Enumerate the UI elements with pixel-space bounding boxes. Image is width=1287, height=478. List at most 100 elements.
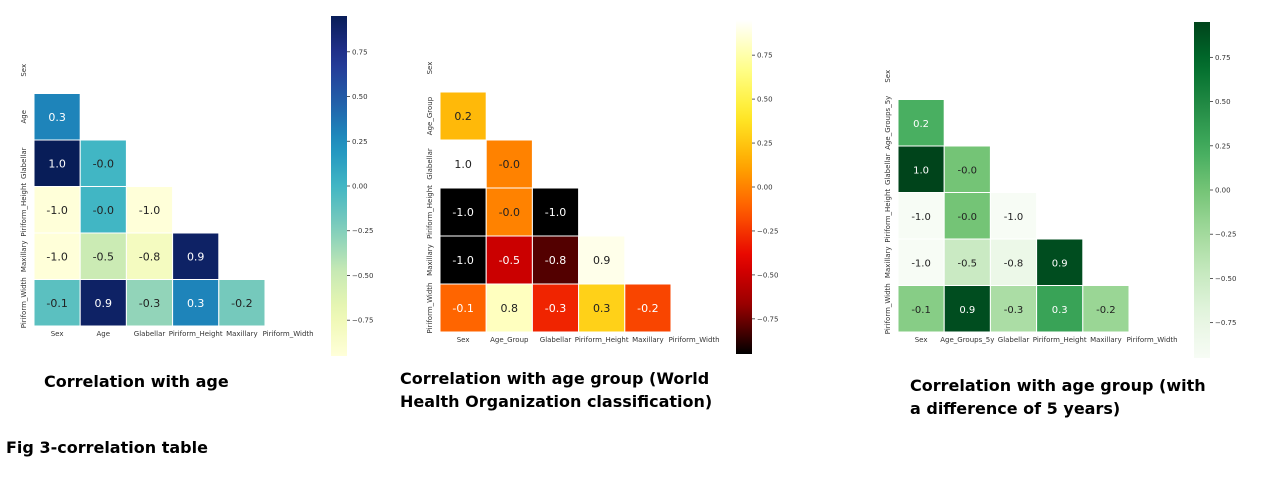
colorbar-tick-label: 0.75 xyxy=(757,52,773,60)
heatmap-age-group-who-svg: 0.2 1.0 -0.0 -1.0 -0.0 -1.0 -1.0 -0.5 -0.8 0.9 -0.… xyxy=(426,20,778,354)
heatmap-age-group-5y: 0.2 1.0 -0.0 -1.0 -0.0 -1.0 -1.0 -0.5 -0.8 0.9 -0.… xyxy=(870,0,1270,375)
x-tick-label: Glabellar xyxy=(540,336,572,344)
cell-value-label: 0.3 xyxy=(48,111,66,124)
x-tick-label: Piriform_Height xyxy=(575,336,629,344)
cell-value-label: 0.2 xyxy=(454,110,472,123)
heatmap-cell xyxy=(1036,238,1084,286)
heatmap-cell xyxy=(485,235,533,285)
cell-value-label: -0.2 xyxy=(1096,305,1116,316)
y-tick-label: Sex xyxy=(884,70,892,83)
heatmap-cell xyxy=(943,192,991,240)
cell-value-label: -1.0 xyxy=(911,212,931,223)
colorbar-tick-label: −0.50 xyxy=(1215,275,1236,283)
cell-value-label: -0.0 xyxy=(958,212,978,223)
y-tick-label: Age_Groups_5y xyxy=(884,96,892,150)
cell-value-label: 0.9 xyxy=(187,250,205,263)
caption-age-group-5y: Correlation with age group (with a diffe… xyxy=(910,376,1206,418)
heatmap-cell xyxy=(897,99,945,147)
cell-value-label: -0.1 xyxy=(911,305,931,316)
colorbar xyxy=(331,16,347,356)
x-tick-label: Piriform_Width xyxy=(263,330,314,338)
colorbar-tick-label: 0.00 xyxy=(1215,187,1231,195)
cell-value-label: -1.0 xyxy=(46,250,67,263)
cell-value-label: -1.0 xyxy=(545,206,566,219)
x-tick-label: Age_Group xyxy=(490,336,529,344)
colorbar-tick-label: −0.75 xyxy=(1215,319,1236,327)
heatmap-cell xyxy=(33,93,81,141)
colorbar-tick-label: −0.75 xyxy=(352,317,373,325)
heatmap-cell xyxy=(989,192,1038,240)
cell-value-label: 0.3 xyxy=(593,302,611,315)
heatmap-cell xyxy=(33,139,81,187)
cell-value-label: -0.1 xyxy=(452,302,473,315)
colorbar-tick-label: 0.00 xyxy=(352,183,368,191)
cell-value-label: -1.0 xyxy=(1004,212,1024,223)
colorbar-tick-label: 0.75 xyxy=(352,48,368,56)
x-tick-label: Sex xyxy=(51,330,64,338)
x-tick-label: Piriform_Width xyxy=(1127,336,1178,344)
cell-value-label: -0.5 xyxy=(93,250,114,263)
cell-value-label: -1.0 xyxy=(911,258,931,269)
heatmap-cell xyxy=(578,283,626,333)
y-tick-label: Age xyxy=(20,110,28,124)
heatmap-cell xyxy=(439,139,487,189)
colorbar-tick-label: −0.50 xyxy=(757,271,778,279)
heatmap-cell xyxy=(1082,285,1130,333)
cell-value-label: -0.5 xyxy=(958,258,978,269)
colorbar-tick-label: 0.50 xyxy=(757,96,773,104)
y-tick-label: Piriform_Width xyxy=(426,283,434,334)
cell-value-label: -0.8 xyxy=(139,250,160,263)
y-tick-label: Maxillary xyxy=(20,240,28,272)
x-tick-label: Maxillary xyxy=(1090,336,1122,344)
figure-caption: Fig 3-correlation table xyxy=(6,438,208,457)
colorbar-tick-label: −0.75 xyxy=(757,315,778,323)
y-tick-label: Maxillary xyxy=(884,246,892,278)
cell-value-label: -1.0 xyxy=(452,254,473,267)
cell-value-label: -1.0 xyxy=(452,206,473,219)
cell-value-label: 0.9 xyxy=(593,254,611,267)
heatmap-cell xyxy=(218,279,266,327)
colorbar-tick-label: 0.50 xyxy=(352,93,368,101)
heatmap-cell xyxy=(531,187,580,237)
cell-value-label: 0.9 xyxy=(1052,258,1068,269)
heatmap-cell xyxy=(172,279,220,327)
y-tick-label: Maxillary xyxy=(426,244,434,276)
cell-value-label: -0.0 xyxy=(499,158,520,171)
x-tick-label: Glabellar xyxy=(134,330,166,338)
y-tick-label: Piriform_Width xyxy=(884,283,892,334)
heatmap-cell xyxy=(439,91,487,141)
colorbar-tick-label: −0.25 xyxy=(352,227,373,235)
heatmap-cell xyxy=(624,283,672,333)
cell-value-label: -1.0 xyxy=(46,204,67,217)
heatmap-cell xyxy=(439,283,487,333)
heatmap-cell xyxy=(79,232,127,280)
cell-value-label: 1.0 xyxy=(48,157,66,170)
y-tick-label: Piriform_Height xyxy=(884,189,892,243)
caption-age: Correlation with age xyxy=(44,372,229,391)
x-tick-label: Age_Groups_5y xyxy=(940,336,994,344)
y-tick-label: Piriform_Height xyxy=(20,183,28,237)
y-tick-label: Piriform_Width xyxy=(20,277,28,328)
x-tick-label: Maxillary xyxy=(226,330,258,338)
colorbar-tick-label: 0.25 xyxy=(757,140,773,148)
cell-value-label: -0.0 xyxy=(93,157,114,170)
y-tick-label: Sex xyxy=(20,64,28,77)
heatmap-cell xyxy=(79,139,127,187)
heatmap-age-group-who: 0.2 1.0 -0.0 -1.0 -0.0 -1.0 -1.0 -0.5 -0.8 0.9 -0.… xyxy=(410,0,810,375)
cell-value-label: -0.8 xyxy=(545,254,566,267)
colorbar xyxy=(1194,22,1210,358)
cell-value-label: -0.0 xyxy=(958,165,978,176)
cell-value-label: 0.3 xyxy=(187,297,205,310)
colorbar-tick-label: 0.50 xyxy=(1215,98,1231,106)
cell-value-label: -0.8 xyxy=(1004,258,1024,269)
cell-value-label: -1.0 xyxy=(139,204,160,217)
y-tick-label: Age_Group xyxy=(426,96,434,135)
cell-value-label: 1.0 xyxy=(454,158,472,171)
x-tick-label: Age xyxy=(97,330,111,338)
heatmap-age-svg: 0.3 1.0 -0.0 -1.0 -0.0 -1.0 -1.0 -0.5 -0.8 0.9 -0.… xyxy=(20,16,373,356)
cell-value-label: -0.0 xyxy=(499,206,520,219)
x-tick-label: Maxillary xyxy=(632,336,664,344)
colorbar-tick-label: −0.25 xyxy=(1215,231,1236,239)
cell-value-label: 0.9 xyxy=(95,297,113,310)
y-tick-label: Piriform_Height xyxy=(426,185,434,239)
